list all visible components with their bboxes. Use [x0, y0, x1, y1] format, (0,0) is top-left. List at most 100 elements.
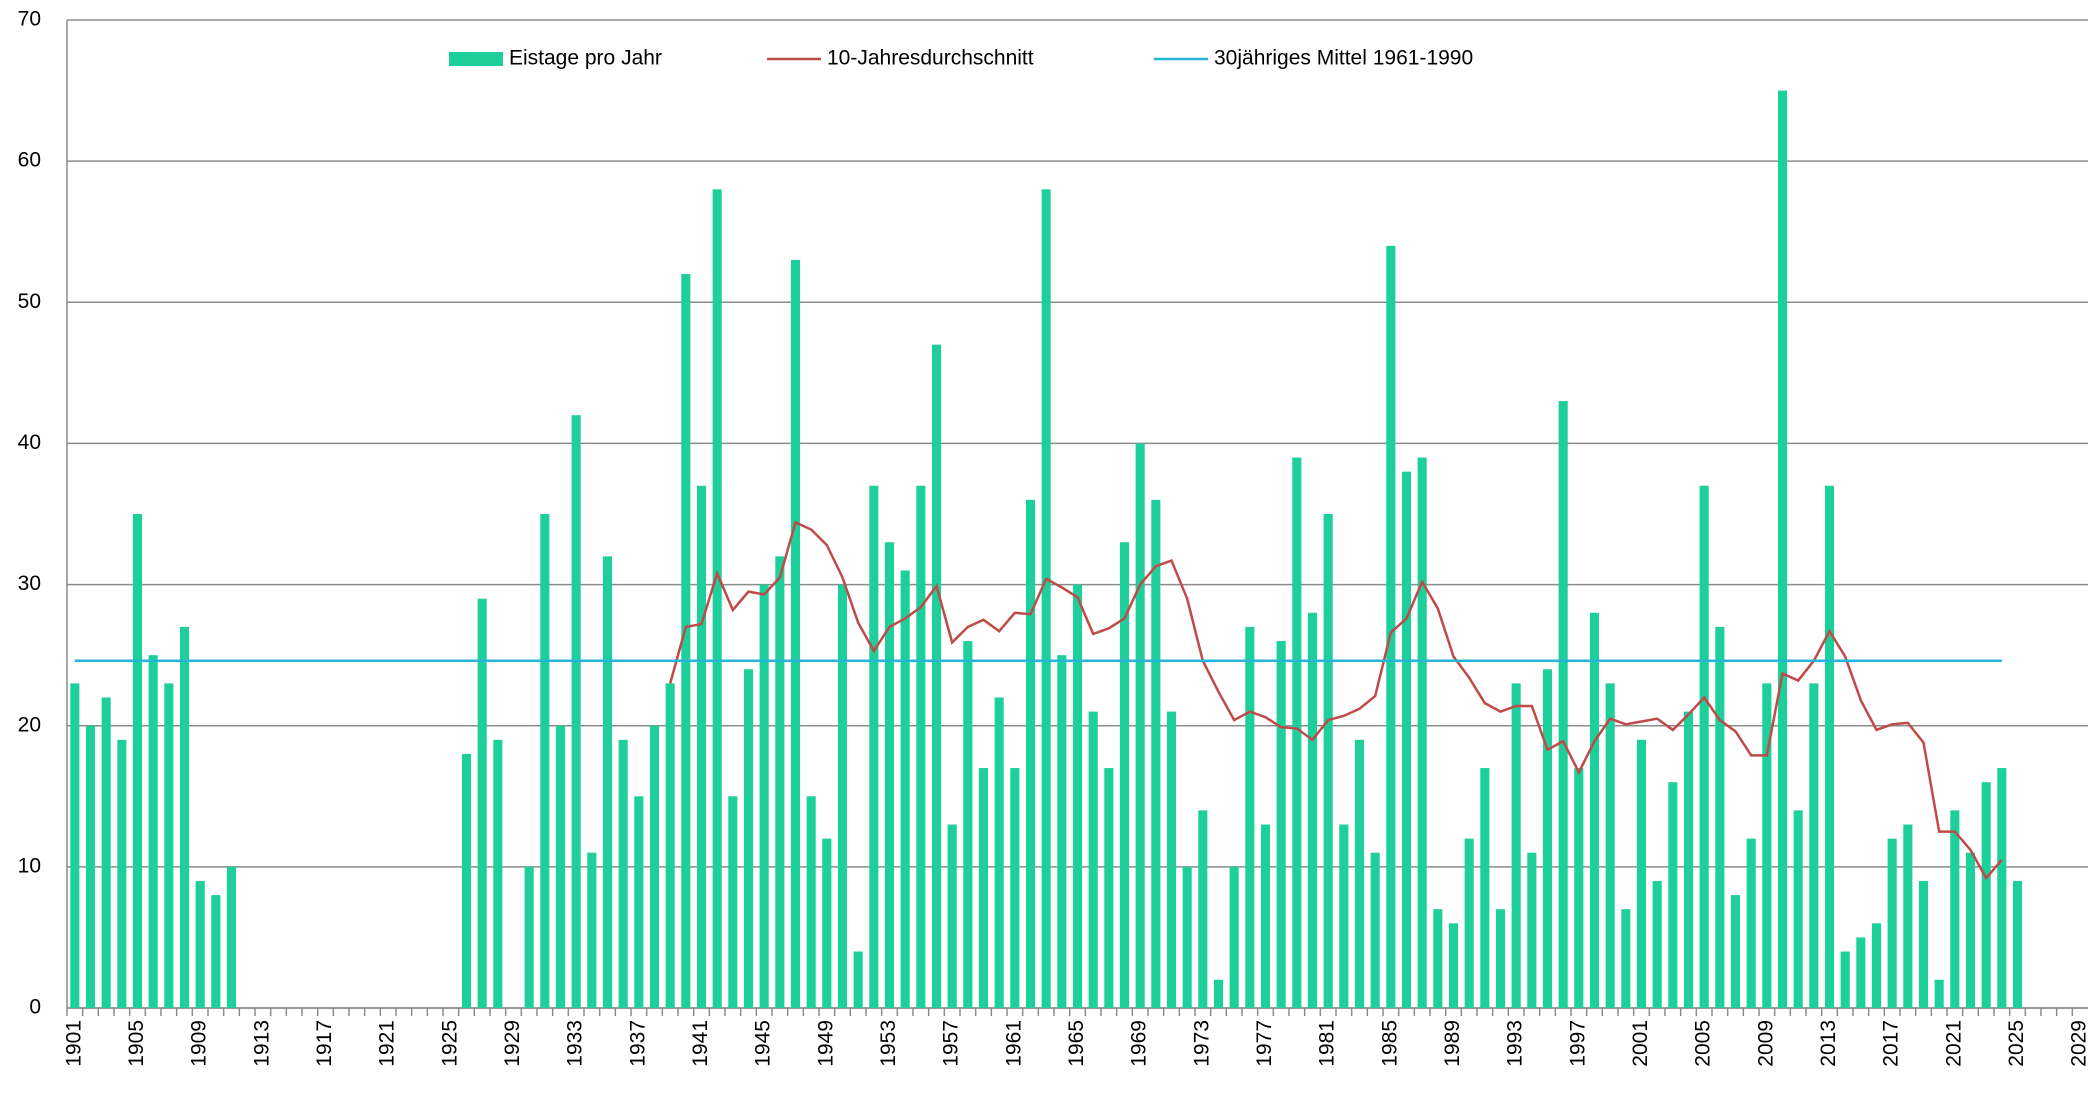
bar	[1511, 683, 1521, 1008]
bar	[85, 725, 96, 1008]
bar	[1887, 838, 1897, 1008]
bar	[1824, 485, 1835, 1008]
bar	[1793, 810, 1803, 1008]
legend-label: Eistage pro Jahr	[509, 47, 662, 70]
x-tick-label: 1949	[814, 1020, 837, 1067]
bar	[1386, 245, 1396, 1009]
x-tick-label: 1977	[1253, 1020, 1276, 1067]
bar	[1119, 542, 1130, 1008]
bar	[1323, 514, 1333, 1008]
bar	[1260, 824, 1271, 1008]
bar	[179, 626, 190, 1008]
bar	[211, 895, 221, 1008]
bar	[916, 485, 926, 1008]
bar	[226, 866, 237, 1008]
bar	[602, 556, 613, 1008]
bar	[587, 852, 597, 1008]
x-tick-label: 1969	[1128, 1020, 1151, 1067]
y-tick-label: 40	[18, 431, 41, 454]
x-tick-label: 2025	[2005, 1020, 2028, 1067]
bar	[681, 274, 691, 1008]
legend-label: 10-Jahresdurchschnitt	[827, 47, 1034, 70]
x-tick-label: 2013	[1817, 1020, 1840, 1067]
bar	[1699, 485, 1709, 1008]
bar	[1668, 782, 1678, 1008]
bar	[1166, 711, 1177, 1008]
bar	[1746, 838, 1756, 1008]
bar	[618, 739, 628, 1008]
x-tick-label: 1941	[689, 1020, 712, 1067]
x-tick-label: 1917	[313, 1020, 336, 1067]
bar	[164, 683, 174, 1008]
bar	[540, 514, 550, 1008]
bar	[1448, 923, 1459, 1008]
bar	[1856, 937, 1866, 1008]
bar	[1151, 499, 1161, 1008]
x-tick-label: 1945	[752, 1020, 775, 1067]
bar	[461, 753, 472, 1008]
bar	[1072, 584, 1083, 1008]
bar	[1965, 852, 1976, 1008]
bar	[1401, 471, 1412, 1009]
bar	[571, 415, 581, 1008]
bar	[1981, 782, 1991, 1008]
bar	[1307, 612, 1318, 1008]
bar	[101, 697, 111, 1008]
bar	[195, 880, 205, 1008]
bar	[524, 866, 534, 1008]
bar	[132, 514, 143, 1008]
bar	[634, 796, 644, 1008]
bar	[665, 683, 675, 1008]
bar	[1182, 866, 1192, 1008]
bar	[1542, 669, 1553, 1008]
x-tick-label: 1929	[501, 1020, 524, 1067]
bar	[822, 838, 832, 1008]
bar	[1433, 909, 1443, 1008]
bar	[963, 641, 973, 1008]
bar	[1809, 683, 1819, 1008]
x-tick-label: 1997	[1566, 1020, 1589, 1067]
bar	[1950, 810, 1960, 1008]
bar	[837, 584, 848, 1008]
x-tick-label: 1961	[1002, 1020, 1025, 1067]
bar	[1229, 866, 1239, 1008]
bar	[1104, 768, 1114, 1008]
bar	[1417, 457, 1427, 1008]
bar	[900, 570, 910, 1008]
bar	[1135, 443, 1145, 1008]
y-tick-label: 10	[18, 854, 41, 877]
bar	[1871, 923, 1882, 1008]
bar	[1057, 655, 1067, 1008]
bar	[1495, 909, 1506, 1008]
y-tick-label: 60	[18, 149, 41, 172]
line	[668, 520, 2003, 881]
x-tick-label: 1909	[188, 1020, 211, 1067]
bar	[1574, 768, 1584, 1008]
bar	[1652, 880, 1662, 1008]
x-tick-label: 1989	[1441, 1020, 1464, 1067]
bar	[2012, 880, 2023, 1008]
bar	[1025, 499, 1036, 1008]
x-tick-label: 1993	[1504, 1020, 1527, 1067]
bar	[775, 556, 785, 1008]
bar	[1605, 683, 1615, 1008]
x-tick-label: 2009	[1754, 1020, 1777, 1067]
bar	[1762, 683, 1772, 1008]
bar	[1918, 880, 1929, 1008]
bar	[1245, 626, 1255, 1008]
bar	[743, 669, 754, 1008]
bar	[1715, 626, 1725, 1008]
bar	[978, 768, 989, 1008]
bar	[1997, 768, 2007, 1008]
x-tick-label: 1985	[1378, 1020, 1401, 1067]
bar	[1840, 951, 1850, 1008]
x-tick-label: 1901	[62, 1020, 85, 1067]
bar	[148, 655, 158, 1008]
bar	[994, 697, 1004, 1008]
x-tick-label: 1981	[1316, 1020, 1339, 1067]
bar	[555, 725, 566, 1008]
bar	[1010, 768, 1020, 1008]
bar	[790, 259, 801, 1008]
bar	[477, 598, 487, 1008]
